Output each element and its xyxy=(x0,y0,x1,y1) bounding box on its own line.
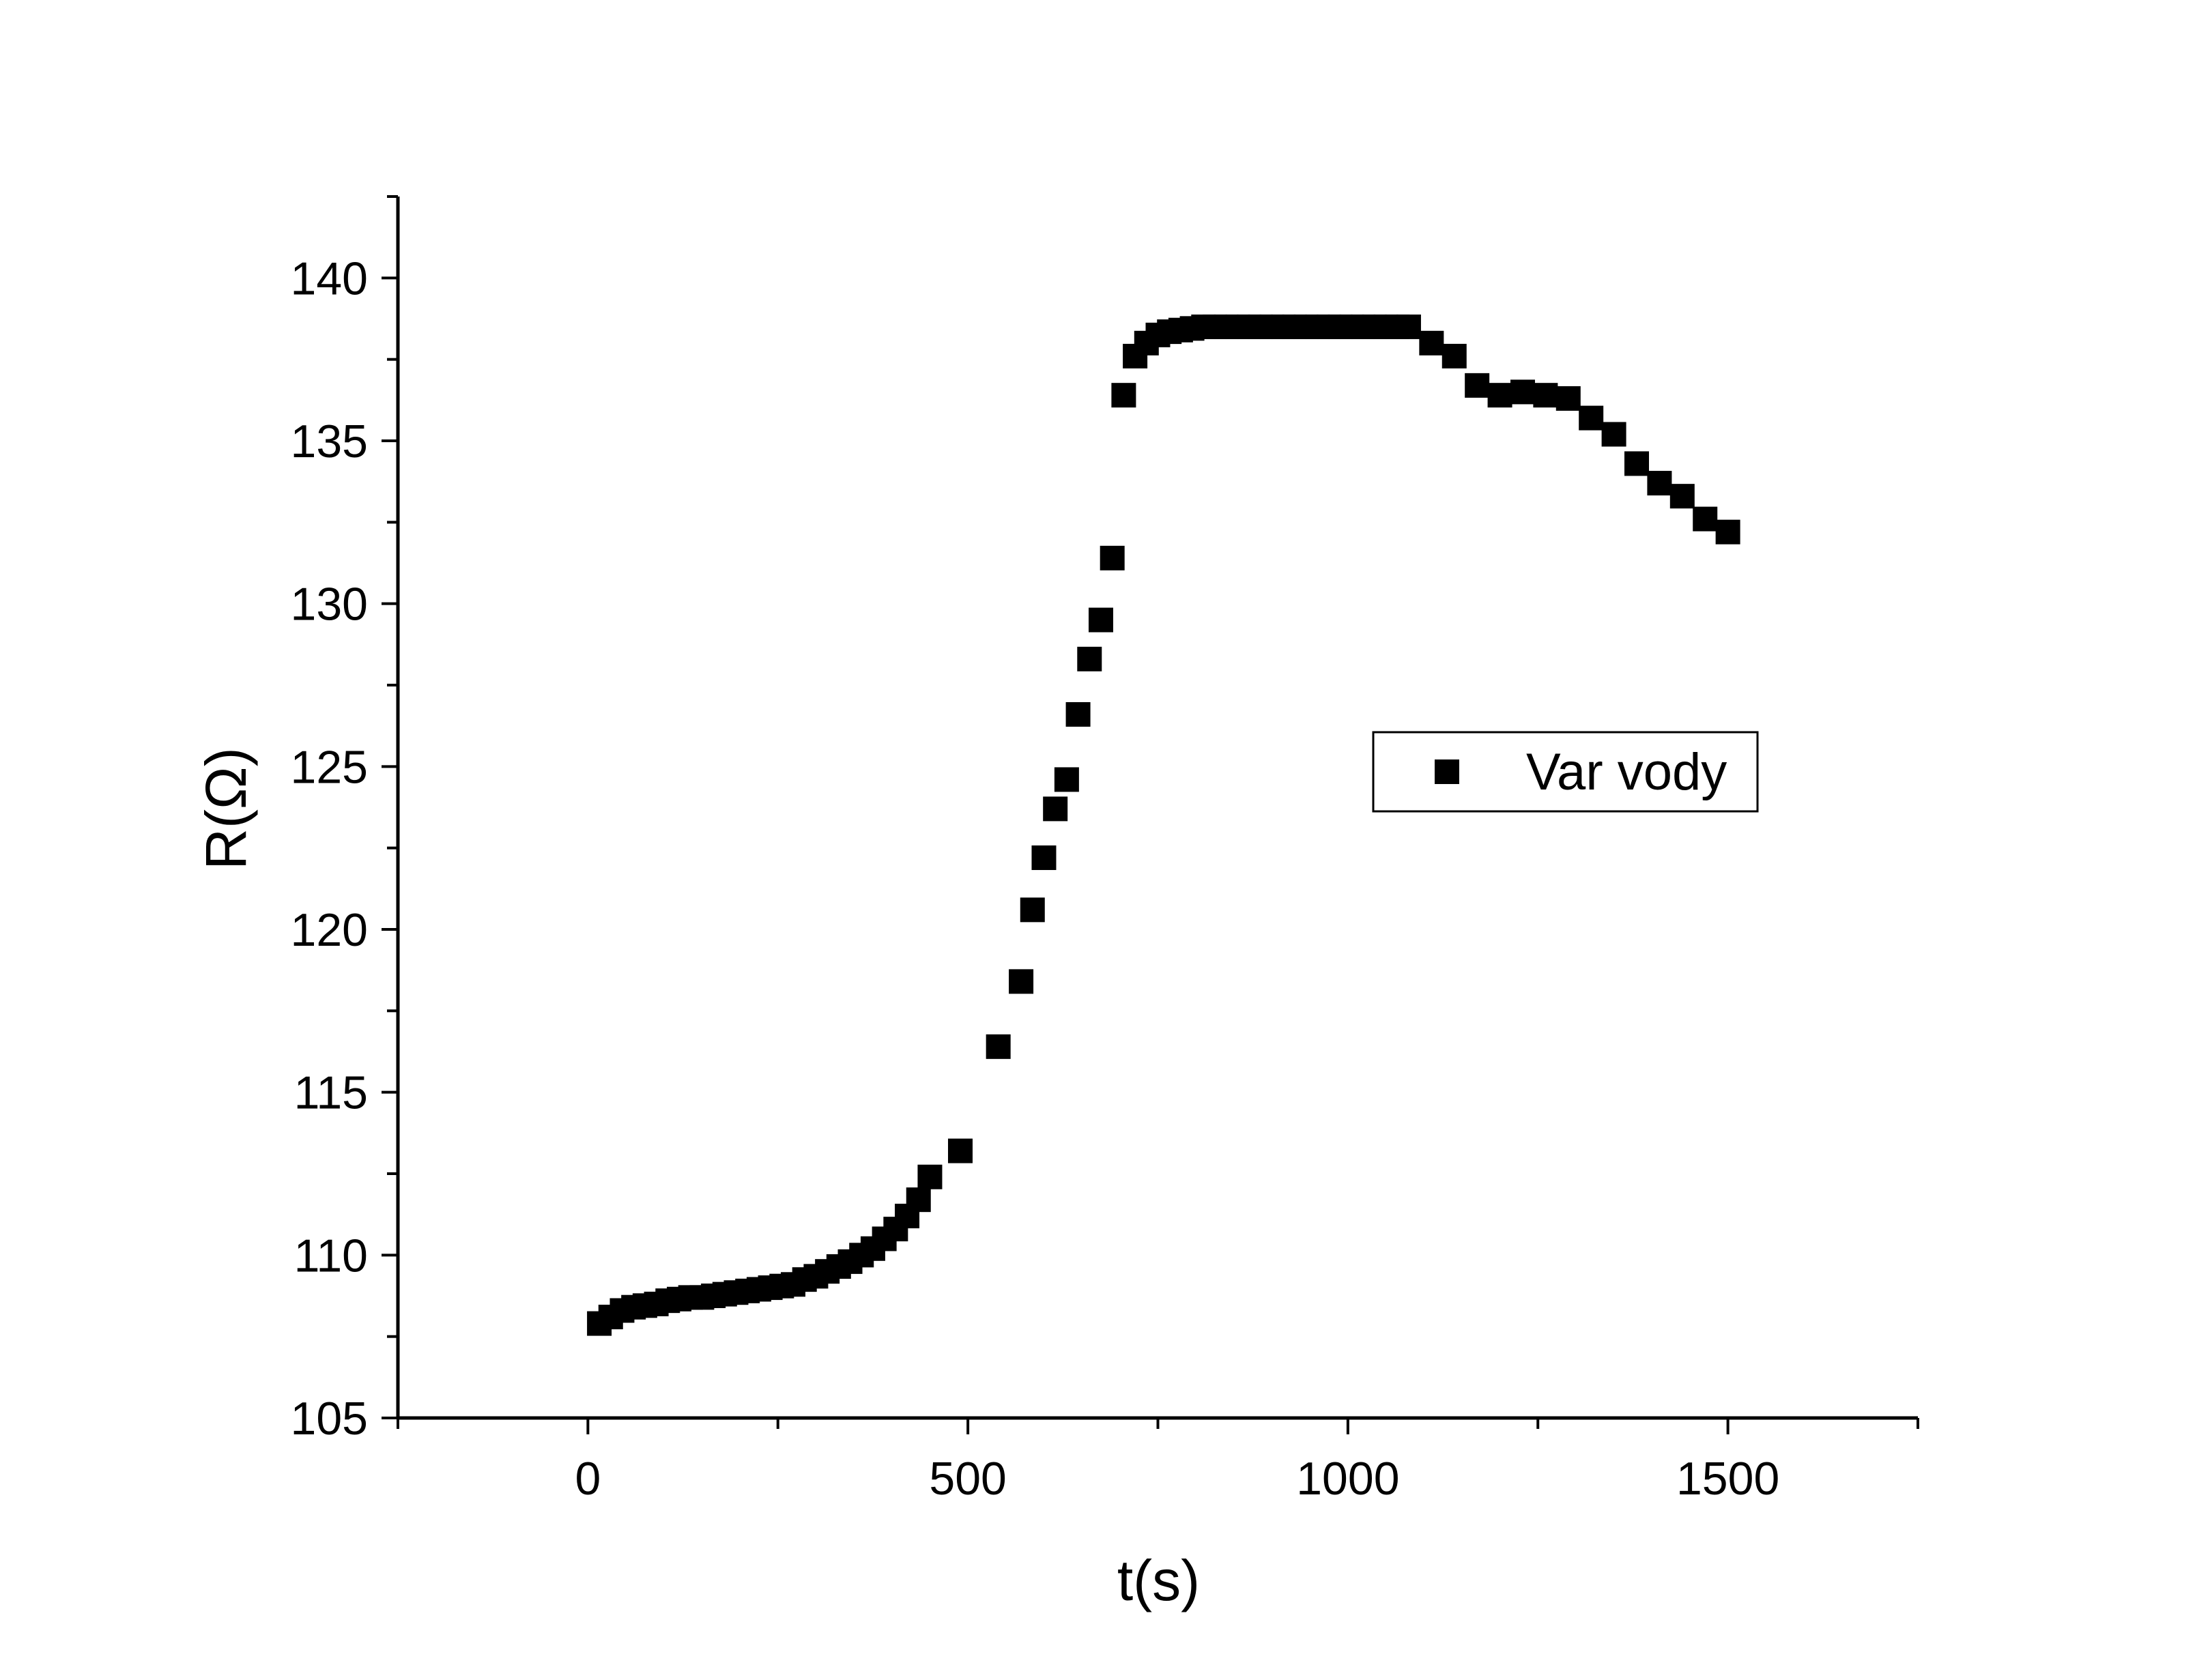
x-tick-label: 1000 xyxy=(1296,1453,1399,1505)
y-tick-label: 135 xyxy=(291,416,368,467)
data-point xyxy=(1715,519,1740,545)
y-tick-label: 105 xyxy=(291,1393,368,1445)
data-points xyxy=(587,314,1740,1336)
data-point xyxy=(1396,314,1421,339)
data-point xyxy=(1100,545,1125,570)
data-point xyxy=(1510,379,1535,405)
axes: 0 500 1000 1500 105 110 115 120 125 130 135 140 xyxy=(291,195,1919,1505)
data-point xyxy=(947,1138,973,1163)
data-point xyxy=(1579,405,1604,431)
data-point xyxy=(1054,767,1079,792)
y-tick-label: 120 xyxy=(291,904,368,956)
data-point xyxy=(1669,484,1695,509)
x-axis-ticks: 0 500 1000 1500 xyxy=(397,1418,1919,1505)
x-tick-label: 0 xyxy=(575,1453,601,1505)
data-point xyxy=(1077,646,1102,671)
x-tick-label: 1500 xyxy=(1676,1453,1779,1505)
data-point xyxy=(1111,383,1136,408)
data-point xyxy=(1020,897,1045,923)
data-point xyxy=(1065,701,1091,727)
data-point xyxy=(1647,471,1672,496)
data-point xyxy=(1601,422,1626,447)
data-point xyxy=(1533,383,1558,408)
y-tick-label: 110 xyxy=(294,1230,368,1281)
x-tick-label: 500 xyxy=(929,1453,1006,1505)
y-tick-label: 140 xyxy=(291,252,368,304)
data-point xyxy=(1487,383,1512,408)
data-point xyxy=(1088,607,1113,633)
data-point xyxy=(1009,969,1034,994)
data-point xyxy=(1624,451,1650,476)
data-point xyxy=(986,1034,1011,1059)
y-tick-label: 125 xyxy=(291,741,368,793)
data-point xyxy=(1465,373,1490,398)
y-axis-ticks: 105 110 115 120 125 130 135 140 xyxy=(291,195,398,1445)
y-axis-title: R(Ω) xyxy=(194,747,258,869)
data-point xyxy=(1555,386,1581,411)
y-tick-label: 130 xyxy=(291,579,368,631)
legend-marker xyxy=(1435,759,1459,784)
y-tick-label: 115 xyxy=(294,1067,368,1119)
data-point xyxy=(906,1187,931,1213)
data-point xyxy=(917,1164,943,1189)
x-axis-title: t(s) xyxy=(1117,1548,1200,1612)
legend-label-var-vody: Var vody xyxy=(1526,743,1727,801)
data-point xyxy=(1043,796,1068,822)
data-point xyxy=(1031,845,1057,870)
data-point xyxy=(1693,506,1718,532)
data-point xyxy=(1419,330,1444,356)
data-point xyxy=(1441,343,1467,368)
legend: Var vody xyxy=(1372,731,1759,813)
